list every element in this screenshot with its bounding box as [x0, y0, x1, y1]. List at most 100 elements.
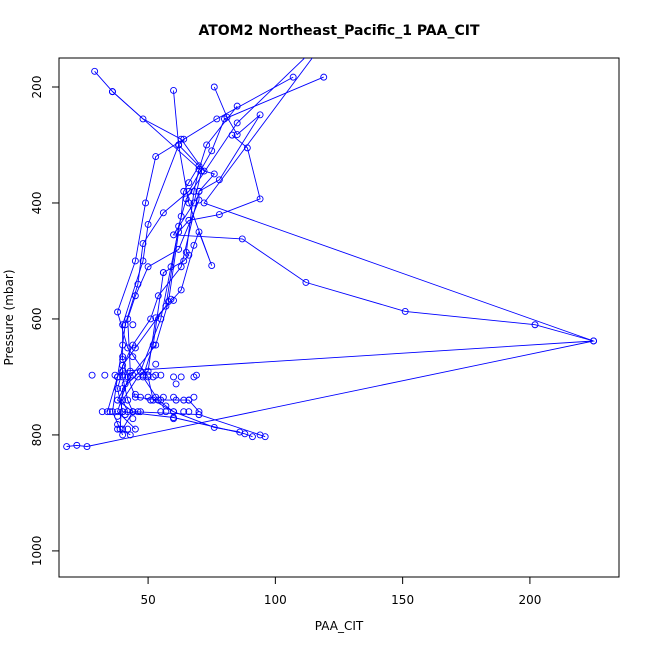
data-point: [139, 240, 147, 248]
series-line-3: [94, 71, 594, 438]
data-point: [221, 115, 228, 123]
data-point: [215, 176, 223, 184]
series-line-12: [122, 144, 213, 412]
series-line-11: [106, 91, 216, 412]
data-point: [142, 199, 149, 207]
data-point: [203, 141, 211, 149]
data-point: [167, 263, 175, 271]
data-point: [149, 341, 157, 349]
data-point: [185, 179, 193, 187]
data-point: [114, 425, 121, 433]
data-point: [154, 292, 162, 300]
data-point: [121, 380, 129, 388]
data-point: [157, 408, 165, 416]
data-point: [170, 231, 177, 239]
data-point: [157, 315, 165, 323]
series-line-9: [119, 138, 200, 436]
data-point: [210, 170, 218, 178]
data-point: [139, 257, 147, 265]
y-tick-label: 600: [30, 307, 44, 330]
y-axis: 200 400 600 800 1000: [30, 76, 60, 566]
data-point: [177, 263, 185, 271]
data-point: [129, 371, 137, 379]
data-point: [159, 209, 167, 217]
data-point: [180, 135, 188, 143]
x-axis-label: PAA_CIT: [315, 619, 364, 633]
data-point: [114, 408, 121, 416]
data-point: [124, 425, 132, 433]
data-point: [249, 433, 256, 441]
data-point: [302, 278, 310, 286]
data-point: [177, 286, 185, 294]
data-point: [195, 196, 203, 204]
data-point: [129, 353, 137, 361]
data-point: [83, 443, 91, 450]
data-point: [131, 292, 139, 300]
points-layer: [88, 269, 200, 433]
data-point: [590, 337, 597, 345]
data-point: [185, 187, 193, 195]
data-point: [170, 408, 177, 416]
data-point: [119, 341, 127, 349]
data-point: [228, 131, 236, 139]
data-point: [236, 428, 244, 436]
x-tick-label: 150: [391, 593, 414, 607]
data-point: [109, 88, 116, 96]
data-point: [190, 199, 198, 207]
data-point: [144, 263, 152, 271]
data-point: [144, 220, 152, 228]
data-point: [159, 393, 167, 401]
data-point: [175, 228, 183, 236]
data-point: [170, 373, 177, 381]
data-point: [177, 373, 185, 381]
data-point: [170, 296, 177, 304]
data-point: [170, 415, 177, 423]
data-point: [88, 371, 96, 379]
data-point: [208, 262, 216, 270]
x-tick-label: 100: [264, 593, 287, 607]
data-point: [200, 199, 208, 207]
y-tick-label: 800: [30, 423, 44, 446]
data-point: [114, 412, 121, 420]
data-point: [401, 307, 409, 315]
data-point: [152, 314, 160, 322]
data-point: [129, 415, 137, 423]
data-point: [114, 421, 121, 428]
data-point: [129, 408, 137, 416]
data-point: [147, 315, 155, 323]
x-tick-label: 50: [140, 593, 155, 607]
data-point: [121, 411, 129, 419]
data-point: [98, 408, 106, 416]
data-point: [159, 269, 167, 277]
data-point: [190, 241, 198, 249]
y-tick-label: 400: [30, 192, 44, 215]
data-point: [210, 423, 218, 431]
data-point: [215, 211, 223, 219]
x-axis: 50 100 150 200: [140, 576, 541, 607]
data-point: [195, 408, 203, 416]
data-point: [185, 199, 193, 207]
data-point: [180, 396, 188, 404]
series-line-5: [122, 90, 200, 412]
data-point: [119, 356, 127, 363]
data-point: [129, 321, 137, 329]
series-line-8: [116, 134, 261, 430]
data-point: [233, 131, 241, 138]
data-point: [137, 408, 144, 416]
data-point: [124, 344, 132, 352]
data-point: [195, 411, 203, 419]
x-tick-label: 200: [518, 593, 541, 607]
data-point: [180, 408, 188, 416]
data-point: [185, 251, 193, 259]
data-point: [185, 408, 193, 416]
data-point: [531, 321, 539, 329]
data-point: [119, 371, 127, 379]
data-point: [190, 373, 198, 381]
data-point: [289, 73, 297, 81]
data-point: [137, 393, 144, 401]
data-point: [162, 402, 170, 410]
data-point: [119, 396, 127, 404]
data-point: [126, 431, 134, 439]
y-tick-label: 200: [30, 76, 44, 99]
